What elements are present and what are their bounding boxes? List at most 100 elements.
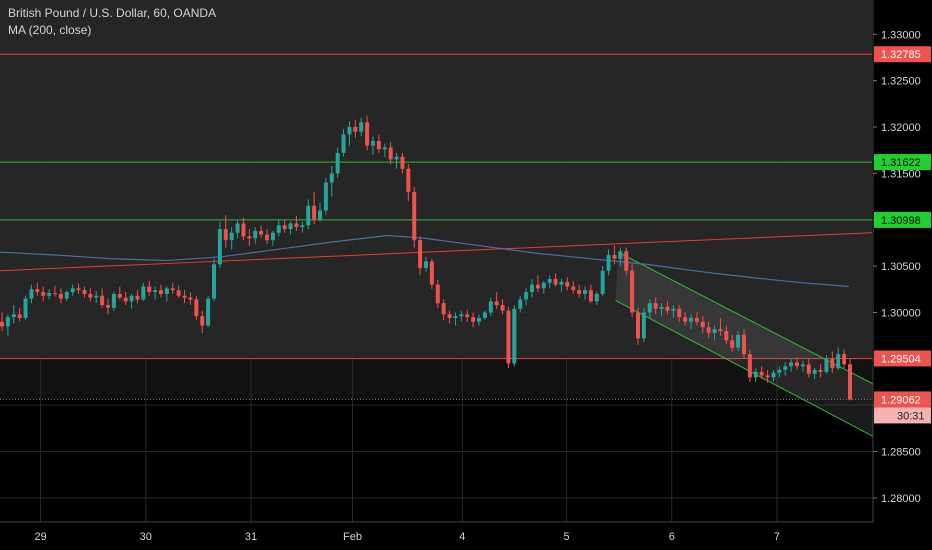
candle-body [341,134,346,153]
candle-body [288,223,293,230]
candle [759,366,764,380]
candle [412,187,417,248]
candle [335,147,340,179]
candle [789,358,794,372]
candle [612,245,617,265]
axis-tick-label: 1.28500 [881,447,921,459]
candle-body [47,292,52,296]
axis-tick-label: 1.30000 [881,307,921,319]
candle [17,307,22,322]
candle-body [736,334,741,348]
candle [329,165,334,197]
candle [724,325,729,344]
candle [477,314,481,326]
candle [394,152,399,169]
candle-body [200,316,205,326]
candle-body [376,140,381,150]
candle-body [141,286,146,300]
price-axis[interactable]: 1.330001.325001.320001.315001.310001.305… [872,0,932,550]
axis-tick-label: 1.30500 [881,261,921,273]
level-label-bg [874,154,931,171]
candle [265,229,269,244]
candle-body [530,284,534,293]
candle-body [512,308,517,364]
candle-body [265,234,269,241]
candle-body [471,317,476,322]
candle [11,305,16,324]
candle [82,286,87,298]
candle-body [282,225,287,230]
candle [435,280,440,308]
candle [700,316,705,333]
candle [288,221,293,235]
candle [765,369,770,383]
candle-body [111,293,116,308]
candle [771,369,776,382]
candle [588,284,593,304]
descending-channel[interactable] [615,251,906,454]
candle [47,289,52,300]
candle-body [418,240,423,268]
time-axis[interactable]: 29 30 31 Feb 4 5 6 7 [0,521,932,550]
horizontal-levels[interactable] [0,53,872,359]
channel-line [618,251,906,401]
candle [500,299,505,315]
time-tick-label: Feb [343,531,362,543]
candle-body [229,232,234,241]
time-axis-background [0,522,932,550]
candle-body [730,340,735,348]
indicator-label: MA (200, close) [8,23,91,37]
candle-body [659,306,664,309]
candle [418,236,423,276]
candle-body [618,251,623,259]
candle [742,329,746,359]
candle [795,356,799,370]
trendline[interactable] [0,232,873,272]
chart-title: British Pound / U.S. Dollar, 60, OANDA [8,6,216,20]
candle [647,299,652,319]
candle-body [641,312,646,339]
candle [753,368,758,382]
candle [836,347,841,370]
candle [459,310,464,322]
candle-body [170,288,175,291]
candle [35,282,40,296]
candle [382,143,387,157]
candle-body [329,173,334,183]
candle-body [453,316,458,319]
candle [318,203,322,222]
time-tick-label: 7 [774,531,780,543]
candle-body [11,314,16,318]
candle-body [323,182,328,211]
candle [247,229,252,246]
candle [123,292,128,306]
candle [235,219,240,239]
level-label-bg [874,350,931,367]
candle [64,290,69,302]
candle-body [683,317,688,322]
candle [606,249,611,276]
candle-body [671,308,676,311]
candle-body [259,230,264,235]
candle [300,221,305,233]
candle-body [371,140,375,146]
candle-body [777,369,782,373]
candle-body [29,289,34,299]
candle-body [518,299,523,309]
candle-body [441,303,446,315]
candle-body [188,297,193,300]
axis-tick-label: 1.32500 [881,76,921,88]
candle [429,258,434,290]
candle [665,301,670,315]
axis-tick-label: 1.32000 [881,122,921,134]
candle [365,115,370,151]
candle [677,305,682,322]
candle [164,286,169,302]
candle [53,285,57,297]
candle-body [577,290,582,294]
candle-body [724,331,729,341]
candle-body [235,223,240,233]
candle-body [612,254,617,259]
candle-body [41,292,46,296]
